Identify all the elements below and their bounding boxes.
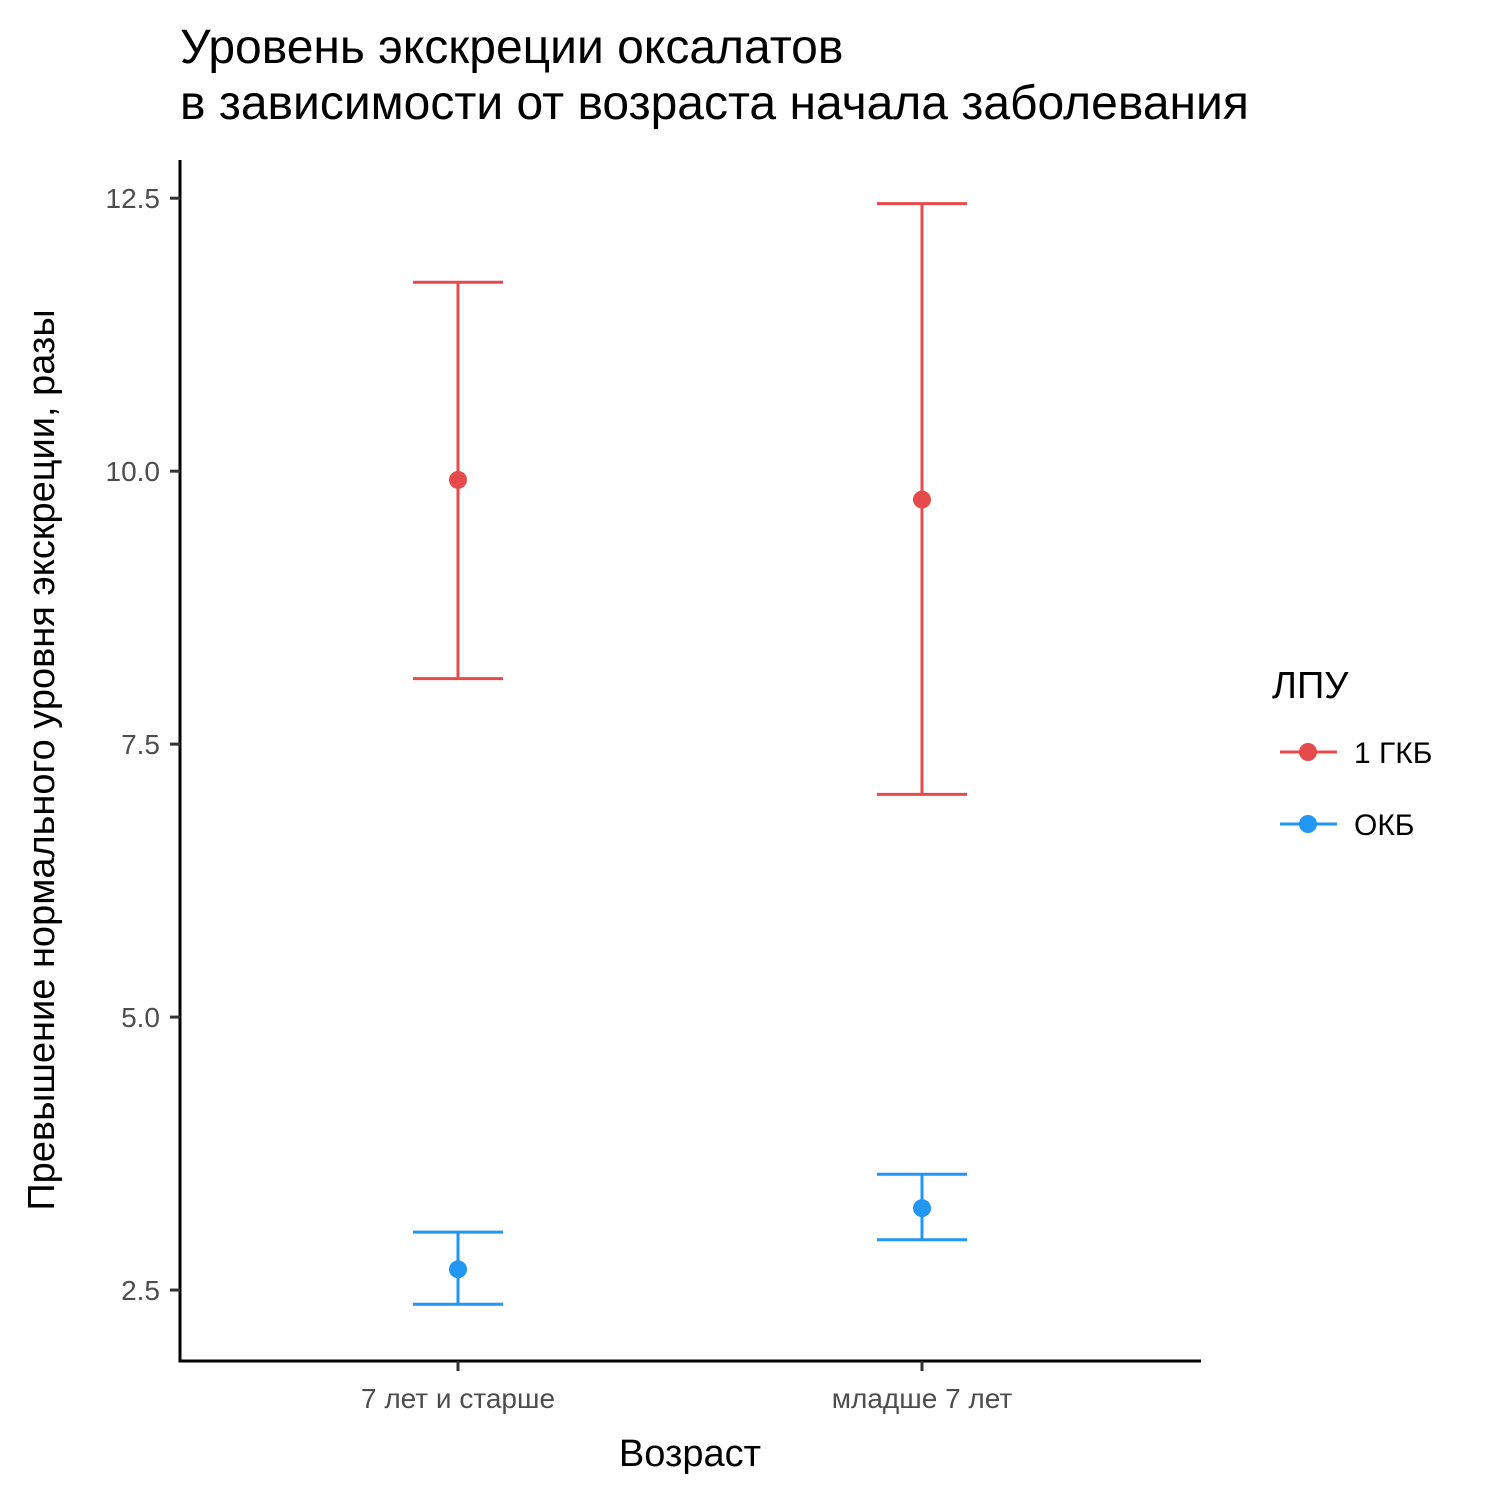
x-tick-label: младше 7 лет [832, 1383, 1013, 1414]
series-1 [413, 202, 967, 796]
chart-title-line1: Уровень экскреции оксалатов [180, 21, 844, 74]
series-2 [413, 1172, 967, 1306]
series-layer [413, 202, 967, 1306]
legend-item: 1 ГКБ [1280, 737, 1432, 770]
mean-point [913, 490, 931, 509]
y-tick-label: 7.5 [121, 729, 160, 760]
y-tick-label: 5.0 [121, 1002, 160, 1033]
legend-item: ОКБ [1280, 809, 1415, 842]
legend-label: ОКБ [1354, 809, 1415, 842]
chart-title-line2: в зависимости от возраста начала заболев… [180, 77, 1249, 130]
legend-key-point [1299, 743, 1317, 761]
y-tick-label: 10.0 [106, 456, 161, 487]
x-axis-title: Возраст [619, 1433, 761, 1475]
y-axis-title: Превышение нормального уровня экскреции,… [21, 309, 63, 1210]
y-tick-label: 12.5 [106, 183, 161, 214]
y-tick-label: 2.5 [121, 1275, 160, 1306]
legend: ЛПУ 1 ГКБ ОКБ [1272, 665, 1432, 842]
mean-point [449, 470, 467, 489]
chart-title: Уровень экскреции оксалатов в зависимост… [180, 20, 1249, 132]
mean-point [449, 1260, 467, 1279]
legend-title: ЛПУ [1272, 665, 1349, 707]
legend-key-point [1299, 815, 1317, 833]
mean-point [913, 1199, 931, 1218]
x-ticks: 7 лет и старше младше 7 лет [361, 1361, 1012, 1414]
y-ticks: 2.5 5.0 7.5 10.0 12.5 [106, 183, 180, 1306]
legend-label: 1 ГКБ [1354, 737, 1432, 770]
x-tick-label: 7 лет и старше [361, 1383, 555, 1414]
axes-layer [178, 160, 1201, 1363]
